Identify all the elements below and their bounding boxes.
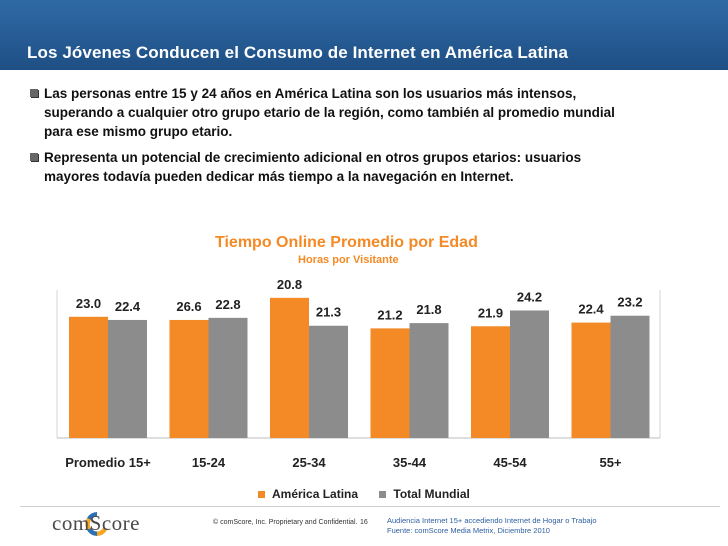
- x-tick-label: 35-44: [393, 455, 427, 470]
- data-label: 22.4: [578, 302, 604, 317]
- bar-america-latina: [571, 322, 611, 438]
- comscore-logo-icon: [85, 512, 107, 536]
- bar-america-latina: [270, 297, 309, 438]
- bullet-item: Representa un potencial de crecimiento a…: [28, 148, 728, 186]
- source-note: Audiencia Internet 15+ accediendo Intern…: [387, 516, 597, 536]
- data-label: 24.2: [517, 289, 542, 304]
- bar-america-latina: [69, 316, 108, 438]
- x-tick-label: 45-54: [493, 455, 527, 470]
- legend-label: Total Mundial: [393, 487, 470, 501]
- bar-total-mundial: [409, 323, 449, 438]
- data-label: 23.2: [617, 295, 642, 310]
- bullet-line: superando a cualquier otro grupo etario …: [44, 105, 615, 120]
- bar-total-mundial: [309, 325, 348, 438]
- chart-legend: América Latina Total Mundial: [258, 487, 488, 501]
- data-label: 22.8: [215, 297, 240, 312]
- bar-total-mundial: [610, 315, 650, 438]
- x-tick-label: Promedio 15+: [65, 455, 151, 470]
- data-label: 21.8: [416, 302, 441, 317]
- bullet-square-icon: [30, 153, 38, 161]
- data-label: 21.3: [316, 305, 341, 320]
- page-title: Los Jóvenes Conducen el Consumo de Inter…: [27, 43, 569, 62]
- data-label: 21.2: [377, 307, 402, 322]
- data-label: 26.6: [176, 299, 201, 314]
- bullet-square-icon: [30, 89, 38, 97]
- bar-total-mundial: [208, 317, 248, 438]
- chart-subtitle: Horas por Visitante: [298, 254, 399, 266]
- bar-america-latina: [471, 326, 510, 438]
- x-tick-label: 15-24: [192, 455, 226, 470]
- bullet-line: para ese mismo grupo etario.: [44, 124, 233, 139]
- data-label: 21.9: [478, 305, 503, 320]
- legend-label: América Latina: [272, 487, 359, 501]
- legend-item: Total Mundial: [379, 487, 470, 501]
- data-label: 23.0: [76, 296, 101, 311]
- copyright-text: © comScore, Inc. Proprietary and Confide…: [213, 519, 358, 526]
- legend-swatch-gray: [379, 491, 387, 499]
- x-tick-label: 55+: [599, 455, 621, 470]
- source-line: Audiencia Internet 15+ accediendo Intern…: [387, 516, 597, 525]
- title-bar: Los Jóvenes Conducen el Consumo de Inter…: [0, 0, 728, 70]
- logo-text: comScore: [52, 511, 140, 535]
- bullet-line: mayores todavía pueden dedicar más tiemp…: [44, 169, 514, 184]
- chart-title: Tiempo Online Promedio por Edad: [215, 234, 478, 251]
- bar-total-mundial: [108, 319, 147, 438]
- x-tick-label: 25-34: [292, 455, 326, 470]
- bullet-line: Representa un potencial de crecimiento a…: [44, 150, 582, 165]
- source-line: Fuente: comScore Media Metrix, Diciembre…: [387, 526, 550, 535]
- data-label: 22.4: [115, 299, 141, 314]
- bullet-item: Las personas entre 15 y 24 años en Améri…: [28, 84, 728, 141]
- legend-swatch-orange: [258, 491, 265, 499]
- bar-america-latina: [370, 328, 410, 438]
- legend-item: América Latina: [258, 487, 358, 501]
- footer-divider: [20, 506, 720, 507]
- bar-america-latina: [169, 319, 209, 438]
- data-label: 20.8: [277, 277, 302, 292]
- bullet-line: Las personas entre 15 y 24 años en Améri…: [44, 86, 577, 101]
- bar-total-mundial: [510, 310, 549, 438]
- page-number: 16: [360, 519, 368, 526]
- bullet-list: Las personas entre 15 y 24 años en Améri…: [28, 84, 728, 193]
